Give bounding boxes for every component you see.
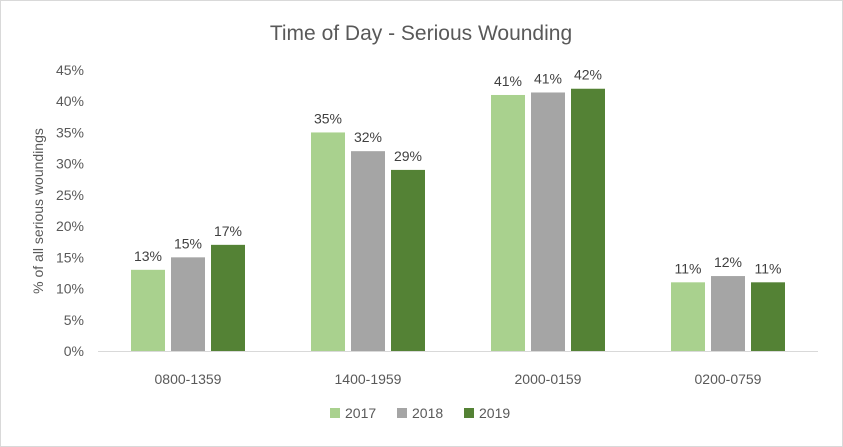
- x-tick-label: 2000-0159: [515, 371, 582, 387]
- bar: [711, 276, 745, 351]
- bar: [211, 244, 245, 351]
- data-label: 11%: [755, 260, 782, 276]
- bar: [131, 269, 165, 351]
- legend: 2017 2018 2019: [330, 405, 510, 421]
- y-tick-label: 20%: [56, 218, 84, 234]
- x-tick-label: 0800-1359: [155, 371, 222, 387]
- bars: [131, 88, 785, 351]
- data-label: 15%: [174, 235, 202, 251]
- data-label: 35%: [314, 110, 342, 126]
- legend-label: 2017: [345, 405, 376, 421]
- data-label: 13%: [134, 248, 162, 264]
- bar: [171, 257, 205, 351]
- data-label: 42%: [574, 67, 602, 83]
- y-tick-label: 15%: [56, 249, 84, 265]
- data-label: 17%: [214, 223, 242, 239]
- bar: [671, 282, 705, 351]
- data-label: 41%: [494, 73, 522, 89]
- x-axis-ticks: 0800-1359 1400-1959 2000-0159 0200-0759: [155, 371, 762, 387]
- y-tick-label: 45%: [56, 62, 84, 78]
- data-label: 12%: [714, 254, 742, 270]
- y-tick-label: 30%: [56, 156, 84, 172]
- bar: [531, 92, 565, 351]
- legend-label: 2019: [479, 405, 510, 421]
- bar: [311, 132, 345, 351]
- bar: [751, 282, 785, 351]
- y-tick-label: 0%: [64, 343, 84, 359]
- x-tick-label: 1400-1959: [335, 371, 402, 387]
- bar: [491, 94, 525, 351]
- data-label: 32%: [354, 129, 382, 145]
- data-label: 11%: [675, 260, 702, 276]
- y-tick-label: 25%: [56, 187, 84, 203]
- y-axis-label: % of all serious woundings: [30, 128, 46, 294]
- data-label: 29%: [394, 148, 422, 164]
- y-tick-label: 10%: [56, 281, 84, 297]
- y-tick-label: 40%: [56, 93, 84, 109]
- y-tick-label: 5%: [64, 312, 84, 328]
- legend-swatch: [397, 408, 407, 418]
- bar: [391, 169, 425, 351]
- chart-title: Time of Day - Serious Wounding: [270, 22, 572, 45]
- data-labels: 13% 15% 17% 35% 32% 29% 41% 41% 42% 11% 12% 11%: [134, 67, 782, 277]
- bar: [571, 88, 605, 351]
- x-tick-label: 0200-0759: [695, 371, 762, 387]
- legend-swatch: [464, 408, 474, 418]
- legend-label: 2018: [412, 405, 443, 421]
- data-label: 41%: [534, 70, 562, 86]
- y-tick-label: 35%: [56, 124, 84, 140]
- bar: [351, 151, 385, 351]
- legend-swatch: [330, 408, 340, 418]
- y-axis-ticks: 0% 5% 10% 15% 20% 25% 30% 35% 40% 45%: [56, 62, 84, 359]
